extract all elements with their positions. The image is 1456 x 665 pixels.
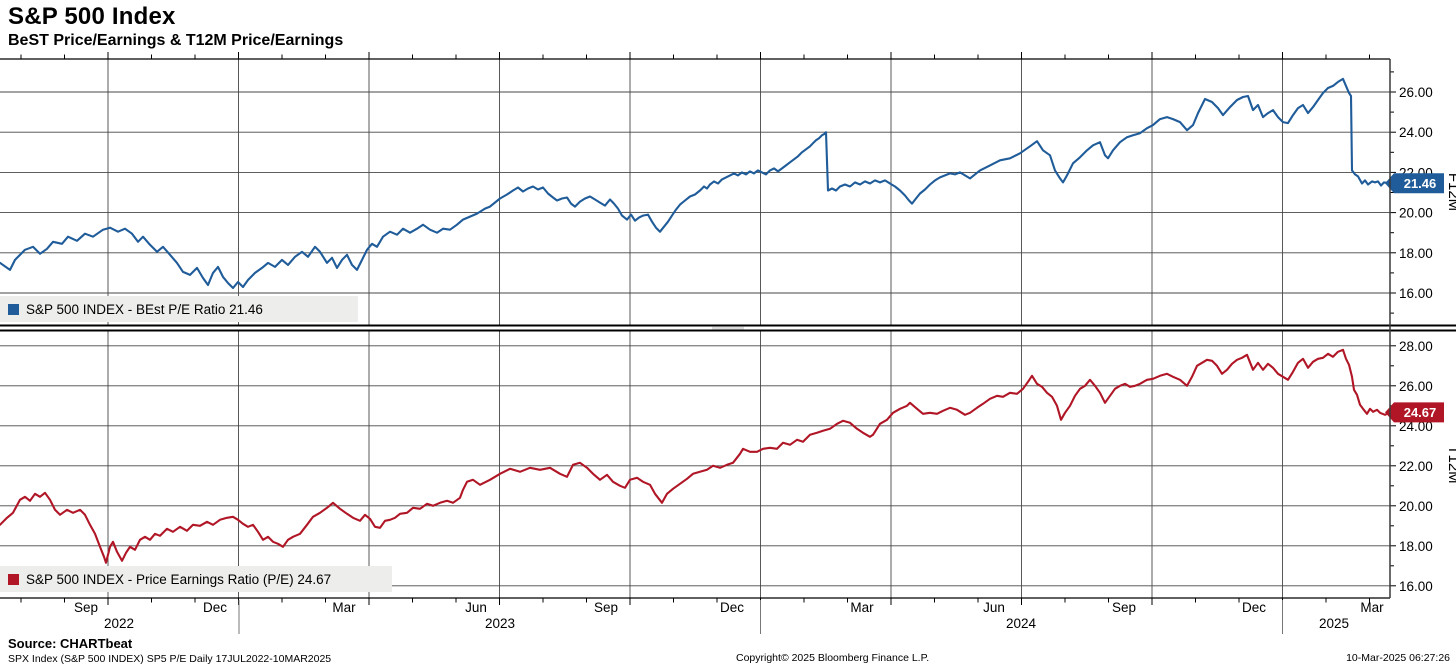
x-tick-month: Dec — [1241, 600, 1266, 615]
y-tick-label: 28.00 — [1399, 339, 1433, 354]
x-tick-month: Jun — [465, 600, 487, 615]
x-tick-month: Sep — [73, 600, 99, 615]
x-tick-month: Sep — [1111, 600, 1137, 615]
timestamp-label: 10-Mar-2025 06:27:26 — [1346, 652, 1450, 664]
y-tick-label: 18.00 — [1399, 246, 1433, 261]
x-tick-month: Jun — [983, 600, 1005, 615]
last-value-text: 24.67 — [1404, 405, 1437, 420]
panel-bottom: 16.00 18.00 20.00 22.00 24.00 26.00 28.00 24.67… — [0, 331, 1456, 598]
x-tick-month: Mar — [332, 600, 356, 615]
x-tick-year: 2023 — [484, 616, 516, 631]
y-tick-label: 20.00 — [1399, 499, 1433, 514]
y-tick-label: 20.00 — [1399, 206, 1433, 221]
y-tick-label: 24.00 — [1399, 125, 1433, 140]
y-axis-title-F12M: F12M — [1445, 173, 1456, 211]
x-tick-month: Mar — [1360, 600, 1384, 615]
copyright-label: Copyright© 2025 Bloomberg Finance L.P. — [736, 652, 930, 664]
legend-trailing-pe-label: S&P 500 INDEX - Price Earnings Ratio (P/… — [26, 571, 332, 587]
y-axis-title-T12M: T12M — [1445, 445, 1456, 483]
best-pe-series-swatch — [8, 303, 19, 315]
x-tick-year: 2025 — [1318, 616, 1350, 631]
x-tick-month: Dec — [719, 600, 744, 615]
page-subtitle: BeST Price/Earnings & T12M Price/Earning… — [8, 32, 344, 49]
x-tick-year: 2024 — [1005, 616, 1037, 631]
page-title: S&P 500 Index — [8, 3, 176, 30]
panel-divider-handle[interactable] — [712, 326, 744, 330]
x-tick-month: Dec — [202, 600, 227, 615]
best-pe-line — [0, 77, 1392, 290]
x-tick-year: 2022 — [103, 616, 135, 631]
last-value-text: 21.46 — [1404, 176, 1437, 191]
trailing-pe-series-swatch — [8, 573, 19, 585]
y-tick-label: 26.00 — [1399, 379, 1433, 394]
legend-trailing-pe[interactable]: S&P 500 INDEX - Price Earnings Ratio (P/… — [0, 566, 392, 592]
y-tick-label: 18.00 — [1399, 539, 1433, 554]
y-tick-label: 26.00 — [1399, 85, 1433, 100]
last-value-badge-top — [1385, 173, 1444, 194]
x-tick-month: Sep — [593, 600, 619, 615]
legend-best-pe[interactable]: S&P 500 INDEX - BEst P/E Ratio 21.46 — [0, 296, 358, 322]
y-tick-label: 16.00 — [1399, 286, 1433, 301]
last-value-badge-bottom — [1385, 402, 1444, 423]
chart-descriptor: SPX Index (S&P 500 INDEX) SP5 P/E Daily … — [8, 653, 332, 665]
trailing-pe-line — [0, 348, 1392, 564]
source-label: Source: CHARTbeat — [8, 636, 133, 651]
y-tick-label: 22.00 — [1399, 459, 1433, 474]
x-tick-month: Mar — [850, 600, 874, 615]
chart-frame — [0, 52, 1456, 634]
y-tick-label: 24.00 — [1399, 419, 1433, 434]
legend-best-pe-label: S&P 500 INDEX - BEst P/E Ratio 21.46 — [26, 301, 263, 317]
y-tick-label: 16.00 — [1399, 579, 1433, 594]
